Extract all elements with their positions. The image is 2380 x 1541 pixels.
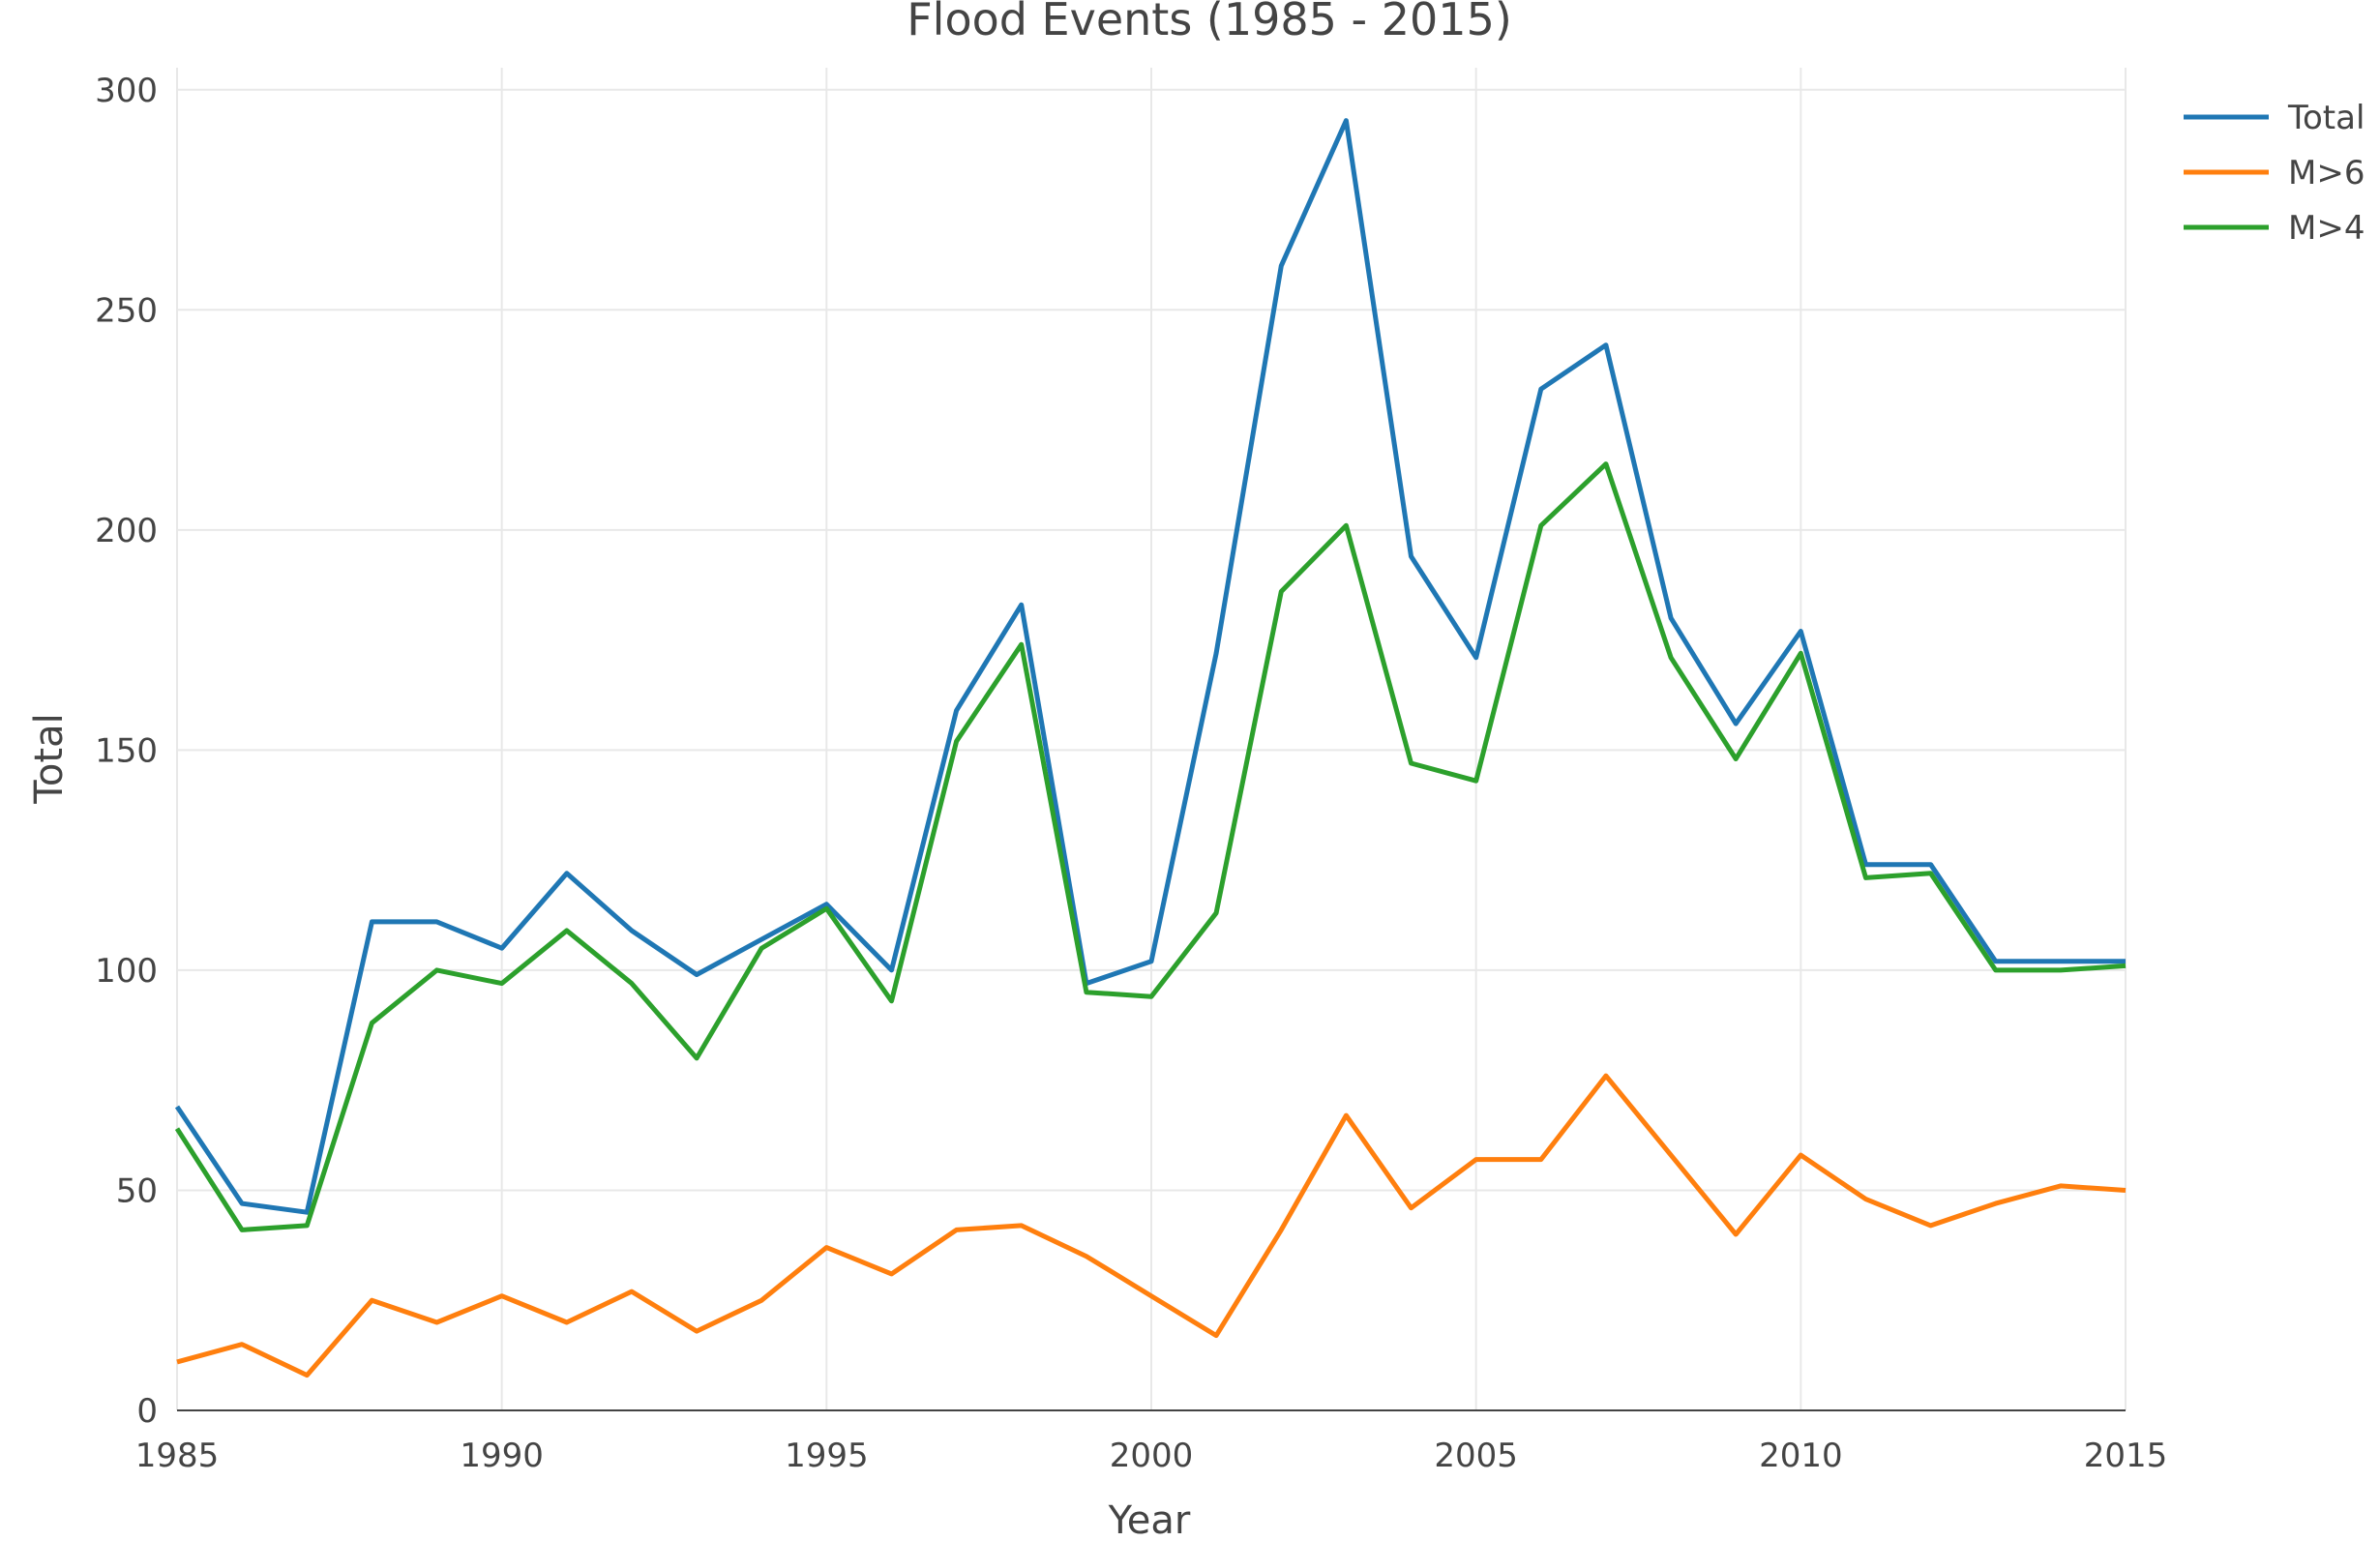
y-tick-label: 50 <box>116 1171 158 1210</box>
legend-label: M>6 <box>2288 154 2365 193</box>
series-lines <box>174 118 2127 1378</box>
y-tick-label: 250 <box>95 291 158 330</box>
legend-label: M>4 <box>2288 209 2365 248</box>
legend-item[interactable]: M>4 <box>2184 209 2365 248</box>
gridlines <box>176 68 2127 1410</box>
legend-item[interactable]: Total <box>2184 99 2365 137</box>
legend-item[interactable]: M>6 <box>2184 154 2365 193</box>
x-tick-label: 2005 <box>1434 1437 1518 1475</box>
legend[interactable]: Total M>6 M>4 <box>2184 99 2365 248</box>
x-tick-label: 2010 <box>1759 1437 1843 1475</box>
series-line-m-4 <box>174 461 2127 1232</box>
series-line-m-6 <box>176 1073 2127 1378</box>
series-line-total <box>174 118 2126 1215</box>
x-axis-title: Year <box>1108 1498 1191 1541</box>
y-axis-title: Total <box>27 713 72 804</box>
x-tick-label: 2015 <box>2084 1437 2168 1475</box>
x-tick-label: 2000 <box>1110 1437 1194 1475</box>
chart-title: Flood Events (1985 - 2015) <box>907 0 1512 45</box>
y-tick-label: 100 <box>95 952 158 991</box>
axes: 1985 1990 1995 2000 2005 2010 2015 0 50 100 150 200… <box>95 72 2167 1475</box>
y-tick-label: 200 <box>95 512 158 550</box>
x-tick-label: 1995 <box>785 1437 869 1475</box>
x-tick-label: 1990 <box>460 1437 544 1475</box>
legend-label: Total <box>2287 99 2365 137</box>
y-tick-label: 0 <box>136 1392 158 1431</box>
y-tick-label: 150 <box>95 731 158 770</box>
y-tick-label: 300 <box>95 72 158 110</box>
x-tick-label: 1985 <box>135 1437 220 1475</box>
